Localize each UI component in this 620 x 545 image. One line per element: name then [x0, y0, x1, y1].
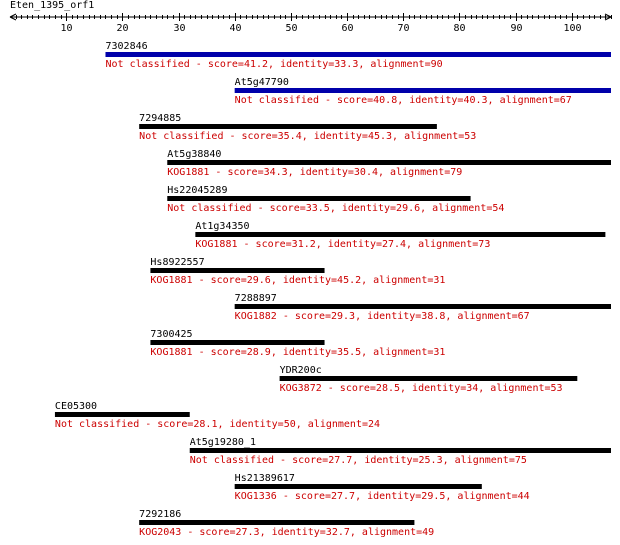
hit-description[interactable]: KOG1882 - score=29.3, identity=38.8, ali…: [235, 311, 530, 322]
hit-name[interactable]: Hs21389617: [235, 473, 295, 484]
query-title: Eten_1395_orf1: [10, 0, 95, 11]
hit-description[interactable]: KOG2043 - score=27.3, identity=32.7, ali…: [139, 527, 434, 538]
hit-description[interactable]: KOG1881 - score=29.6, identity=45.2, ali…: [150, 275, 445, 286]
hit-bar[interactable]: [167, 160, 611, 165]
axis-arrow-left: [9, 13, 17, 21]
hit-description[interactable]: KOG1881 - score=31.2, identity=27.4, ali…: [195, 239, 490, 250]
hit-name[interactable]: YDR200c: [280, 365, 322, 376]
hit-name[interactable]: At5g47790: [235, 77, 289, 88]
hit-bar[interactable]: [150, 268, 325, 273]
hit-bar[interactable]: [139, 520, 415, 525]
hit-name[interactable]: 7292186: [139, 509, 181, 520]
hit-description[interactable]: Not classified - score=41.2, identity=33…: [105, 59, 442, 70]
hit-bar[interactable]: [54, 412, 190, 417]
hit-description[interactable]: KOG1881 - score=34.3, identity=30.4, ali…: [167, 167, 462, 178]
hit-name[interactable]: Hs8922557: [150, 257, 204, 268]
hit-name[interactable]: At5g38840: [167, 149, 221, 160]
hit-name[interactable]: 7302846: [105, 41, 147, 52]
axis-tick-label: 10: [60, 23, 72, 34]
axis-tick-label: 50: [285, 23, 297, 34]
hit-bar[interactable]: [195, 232, 606, 237]
hit-description[interactable]: Not classified - score=40.8, identity=40…: [235, 95, 572, 106]
hit-bar[interactable]: [167, 196, 471, 201]
hit-name[interactable]: 7288897: [235, 293, 277, 304]
hit-description[interactable]: KOG1881 - score=28.9, identity=35.5, ali…: [150, 347, 445, 358]
hit-name[interactable]: At5g19280_1: [190, 437, 256, 448]
axis-tick-label: 80: [453, 23, 465, 34]
hit-description[interactable]: Not classified - score=33.5, identity=29…: [167, 203, 504, 214]
hit-bar[interactable]: [234, 88, 611, 93]
axis-tick-label: 100: [563, 23, 581, 34]
hit-name[interactable]: Hs22045289: [167, 185, 227, 196]
hit-description[interactable]: KOG3872 - score=28.5, identity=34, align…: [280, 383, 563, 394]
axis-tick-label: 70: [397, 23, 409, 34]
axis-tick-label: 60: [341, 23, 353, 34]
hit-name[interactable]: 7300425: [150, 329, 192, 340]
hit-description[interactable]: Not classified - score=35.4, identity=45…: [139, 131, 476, 142]
hit-bar[interactable]: [105, 52, 611, 57]
hit-name[interactable]: 7294885: [139, 113, 181, 124]
axis-arrow-right: [604, 13, 612, 21]
hit-name[interactable]: At1g34350: [195, 221, 249, 232]
axis-tick-label: 20: [116, 23, 128, 34]
axis-tick-label: 40: [229, 23, 241, 34]
axis-tick-label: 30: [173, 23, 185, 34]
hit-name[interactable]: CE05300: [55, 401, 97, 412]
hit-description[interactable]: KOG1336 - score=27.7, identity=29.5, ali…: [235, 491, 530, 502]
hit-bar[interactable]: [234, 304, 611, 309]
hit-bar[interactable]: [150, 340, 325, 345]
axis-tick-label: 90: [510, 23, 522, 34]
hit-bar[interactable]: [279, 376, 578, 381]
hit-bar[interactable]: [139, 124, 437, 129]
hit-bar[interactable]: [189, 448, 611, 453]
hit-bar[interactable]: [234, 484, 482, 489]
hit-description[interactable]: Not classified - score=28.1, identity=50…: [55, 419, 380, 430]
hit-description[interactable]: Not classified - score=27.7, identity=25…: [190, 455, 527, 466]
